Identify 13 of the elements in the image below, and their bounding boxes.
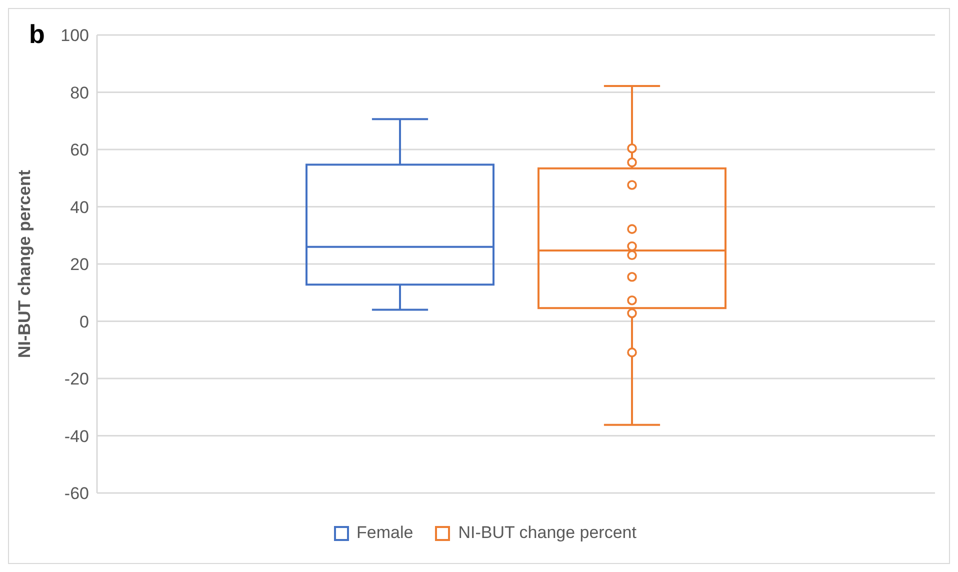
legend-label: NI-BUT change percent	[457, 523, 636, 543]
legend-label: Female	[356, 523, 414, 543]
y-tick-label: -60	[64, 484, 89, 504]
y-tick-label: 80	[70, 83, 89, 102]
y-tick-label: 20	[70, 255, 89, 274]
y-axis-title: NI-BUT change percent	[15, 170, 34, 358]
chart-title: b	[29, 19, 45, 50]
y-tick-label: -20	[64, 370, 89, 389]
y-tick-label: 40	[70, 198, 89, 217]
y-tick-label: 100	[60, 26, 89, 46]
y-tick-label: 60	[70, 140, 89, 160]
y-tick-label: 0	[80, 312, 89, 332]
y-tick-label: -40	[64, 426, 89, 446]
